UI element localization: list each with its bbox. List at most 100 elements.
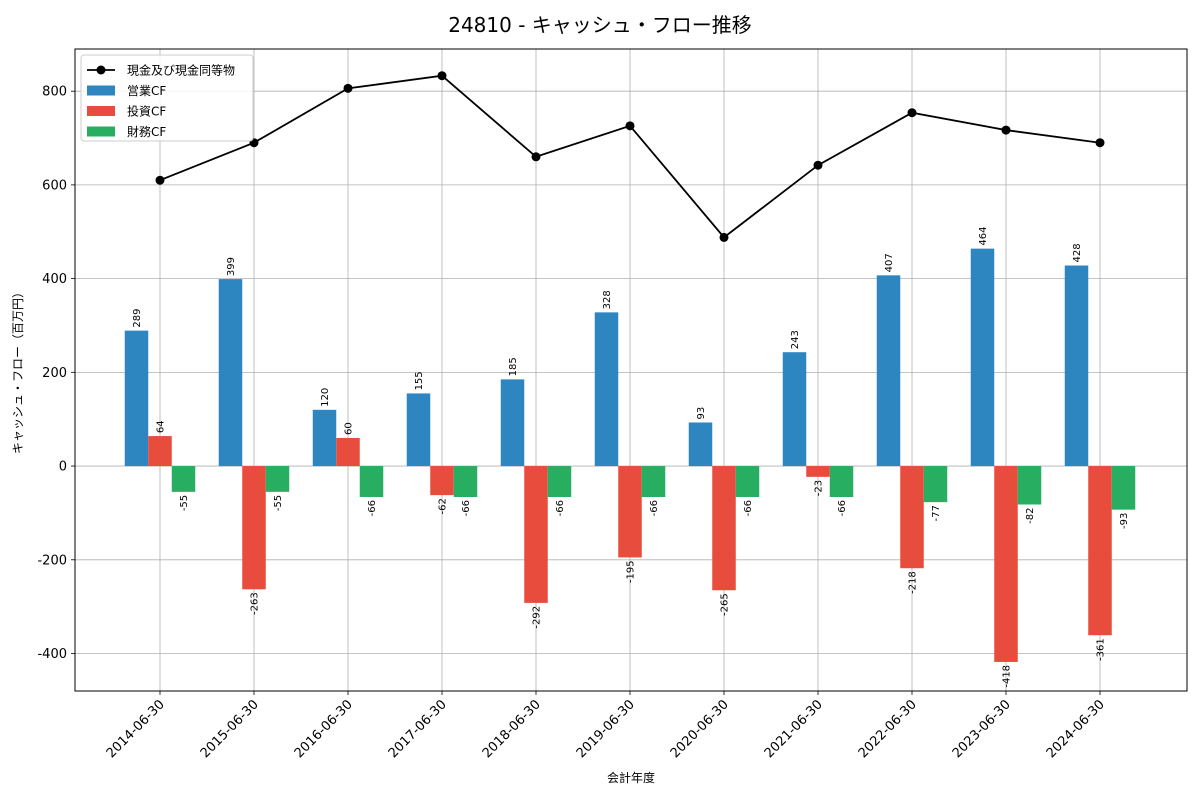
legend-label: 営業CF (127, 84, 166, 98)
bar-value-label: -66 (461, 500, 472, 516)
y-tick-label: 200 (42, 366, 67, 381)
bar-財務CF-2017-06-30 (453, 466, 478, 497)
legend-swatch (87, 106, 115, 116)
line-point (155, 175, 165, 185)
line-point (437, 71, 447, 81)
bar-投資CF-2019-06-30 (618, 466, 642, 558)
bar-営業CF-2022-06-30 (876, 275, 901, 467)
line-point (531, 152, 541, 162)
line-point (719, 232, 729, 242)
bar-財務CF-2015-06-30 (265, 466, 290, 492)
bar-財務CF-2022-06-30 (923, 466, 948, 503)
data-labels: 289 399 120 155 185 328 93 243 407 464 428 64 -263 60… (132, 227, 1130, 688)
bars (124, 248, 1136, 662)
bar-value-label: 464 (978, 227, 989, 246)
bar-value-label: 120 (320, 388, 331, 407)
bar-財務CF-2014-06-30 (171, 466, 196, 492)
bar-value-label: -55 (179, 495, 190, 511)
bar-value-label: -361 (1096, 638, 1107, 661)
plot-frame (74, 48, 1188, 692)
bar-投資CF-2020-06-30 (712, 466, 736, 591)
bar-value-label: -23 (814, 480, 825, 496)
x-axis-label: 会計年度 (607, 770, 655, 785)
legend-label: 投資CF (127, 104, 166, 119)
legend-label: 現金及び現金同等物 (127, 63, 235, 78)
bar-営業CF-2023-06-30 (970, 248, 995, 467)
bar-value-label: -218 (908, 571, 919, 594)
bar-投資CF-2024-06-30 (1088, 466, 1112, 636)
bar-value-label: -66 (743, 500, 754, 516)
bar-投資CF-2022-06-30 (900, 466, 924, 569)
y-tick-label: 600 (42, 178, 67, 193)
bar-value-label: 155 (414, 371, 425, 390)
bar-value-label: 428 (1072, 243, 1083, 262)
bar-value-label: -66 (649, 500, 660, 516)
bar-営業CF-2015-06-30 (218, 279, 243, 467)
bar-value-label: -263 (250, 592, 261, 615)
bar-投資CF-2014-06-30 (148, 436, 172, 467)
bar-value-label: -82 (1025, 507, 1036, 523)
legend-swatch (87, 126, 115, 137)
bar-value-label: -93 (1119, 513, 1130, 529)
y-tick-label: 400 (42, 272, 67, 287)
bar-value-label: -62 (438, 498, 449, 514)
line-point (1001, 125, 1011, 135)
line-point (625, 121, 635, 131)
y-tick-label: 0 (59, 460, 67, 475)
bar-投資CF-2023-06-30 (994, 466, 1018, 662)
bar-財務CF-2021-06-30 (829, 466, 854, 497)
bar-投資CF-2017-06-30 (430, 466, 454, 496)
bar-value-label: -55 (273, 495, 284, 511)
line-point (907, 108, 917, 118)
bar-営業CF-2018-06-30 (500, 379, 525, 467)
bar-財務CF-2024-06-30 (1111, 466, 1136, 510)
bar-財務CF-2019-06-30 (641, 466, 666, 497)
bar-財務CF-2016-06-30 (359, 466, 384, 497)
legend-swatch (87, 85, 115, 96)
bar-value-label: 60 (344, 422, 355, 435)
y-tick-label: -200 (37, 553, 67, 568)
line-point (1095, 138, 1105, 148)
cash-line (155, 71, 1105, 242)
line-point (343, 83, 353, 93)
bar-value-label: 93 (696, 407, 707, 420)
bar-営業CF-2016-06-30 (312, 409, 337, 467)
bar-value-label: 399 (226, 257, 237, 276)
bar-value-label: 64 (156, 420, 167, 433)
bar-value-label: 185 (508, 357, 519, 376)
bar-value-label: -418 (1002, 665, 1013, 688)
bar-value-label: -265 (720, 593, 731, 616)
legend-label: 財務CF (127, 124, 166, 139)
bar-営業CF-2019-06-30 (594, 312, 619, 467)
y-tick-label: 800 (42, 85, 67, 100)
bar-営業CF-2017-06-30 (406, 393, 431, 467)
chart-title: 24810 - キャッシュ・フロー推移 (448, 13, 752, 37)
bar-value-label: -77 (931, 505, 942, 521)
bar-value-label: 243 (790, 330, 801, 349)
bar-value-label: 289 (132, 309, 143, 328)
bar-営業CF-2020-06-30 (688, 422, 713, 467)
bar-投資CF-2015-06-30 (242, 466, 266, 590)
y-axis-label: キャッシュ・フロー（百万円） (11, 286, 25, 454)
legend-box (80, 54, 254, 142)
bar-営業CF-2021-06-30 (782, 352, 807, 467)
bar-投資CF-2018-06-30 (524, 466, 548, 603)
bar-投資CF-2016-06-30 (336, 437, 360, 467)
y-tick-label: -400 (37, 647, 67, 662)
bar-投資CF-2021-06-30 (806, 466, 830, 477)
bar-財務CF-2020-06-30 (735, 466, 760, 497)
bar-value-label: 407 (884, 253, 895, 272)
bar-value-label: -66 (837, 500, 848, 516)
bar-財務CF-2018-06-30 (547, 466, 572, 497)
bar-value-label: -292 (532, 606, 543, 629)
bar-value-label: -195 (626, 560, 637, 583)
line-point (813, 160, 823, 170)
bar-value-label: -66 (367, 500, 378, 516)
bar-value-label: 328 (602, 290, 613, 309)
bar-営業CF-2024-06-30 (1064, 265, 1089, 467)
bar-財務CF-2023-06-30 (1017, 466, 1042, 505)
bar-value-label: -66 (555, 500, 566, 516)
bar-営業CF-2014-06-30 (124, 330, 149, 467)
